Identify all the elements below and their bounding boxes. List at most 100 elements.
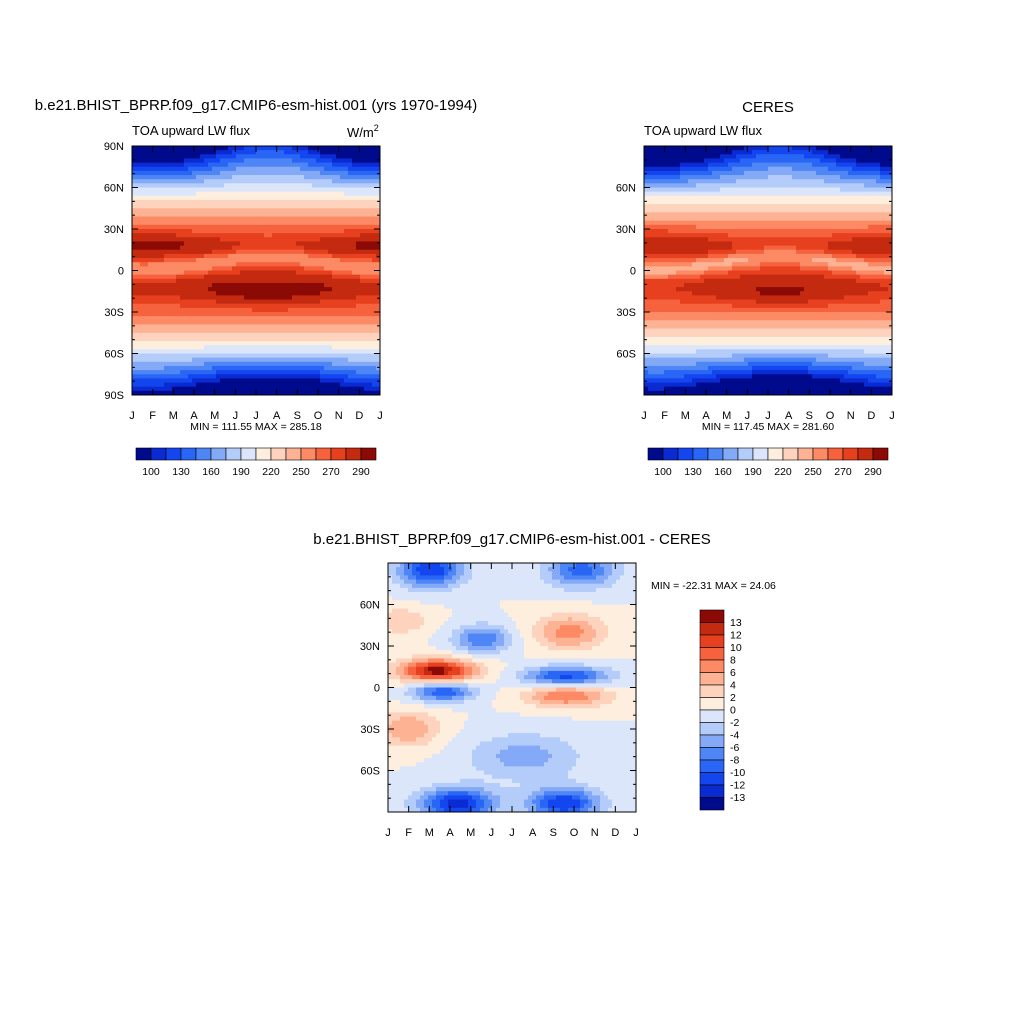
field-cell	[156, 336, 161, 342]
field-cell	[132, 291, 137, 296]
field-cell	[168, 253, 173, 259]
field-cell	[164, 229, 169, 234]
field-cell	[160, 349, 165, 355]
field-cell	[164, 154, 169, 160]
field-cell	[656, 183, 661, 189]
field-cell	[308, 204, 313, 209]
field-cell	[284, 345, 289, 350]
field-cell	[868, 179, 873, 184]
field-cell	[312, 258, 317, 263]
field-cell	[332, 357, 337, 363]
field-cell	[252, 274, 257, 280]
field-cell	[220, 386, 225, 392]
field-cell	[356, 195, 361, 201]
field-cell	[252, 237, 257, 243]
field-cell	[172, 191, 177, 197]
field-cell	[780, 154, 785, 160]
field-cell	[140, 270, 145, 276]
field-cell	[180, 324, 185, 330]
field-cell	[316, 274, 321, 280]
field-cell	[172, 353, 177, 359]
field-cell	[324, 316, 329, 321]
field-cell	[256, 266, 261, 272]
x-tick-label: A	[273, 410, 281, 422]
field-cell	[188, 208, 193, 213]
field-cell	[772, 204, 777, 209]
field-cell	[272, 183, 277, 189]
field-cell	[864, 204, 869, 209]
field-cell	[888, 208, 892, 213]
field-cell	[188, 278, 193, 284]
field-cell	[824, 216, 829, 222]
field-cell	[160, 204, 165, 209]
field-cell	[676, 199, 681, 205]
field-cell	[192, 262, 197, 267]
field-cell	[260, 220, 265, 226]
field-cell	[180, 374, 185, 379]
field-cell	[344, 370, 349, 375]
field-cell	[320, 370, 325, 375]
field-cell	[352, 245, 357, 251]
field-cell	[348, 179, 353, 184]
field-cell	[800, 208, 805, 213]
field-cell	[304, 237, 309, 243]
field-cell	[172, 278, 177, 284]
field-cell	[856, 191, 861, 197]
field-cell	[204, 303, 209, 309]
field-cell	[336, 378, 341, 384]
field-cell	[748, 204, 753, 209]
field-cell	[348, 365, 353, 371]
field-cell	[728, 191, 733, 197]
field-cell	[308, 262, 313, 267]
field-cell	[236, 154, 241, 160]
field-cell	[228, 195, 233, 201]
field-cell	[216, 175, 221, 180]
field-cell	[248, 208, 253, 213]
field-cell	[284, 162, 289, 168]
field-cell	[164, 224, 169, 230]
field-cell	[220, 328, 225, 334]
field-cell	[348, 154, 353, 160]
field-cell	[312, 332, 317, 338]
field-cell	[312, 278, 317, 284]
field-cell	[180, 237, 185, 243]
field-cell	[376, 316, 380, 321]
field-cell	[368, 191, 373, 197]
field-cell	[136, 253, 141, 259]
field-cell	[172, 320, 177, 326]
field-cell	[816, 208, 821, 213]
field-cell	[348, 270, 353, 276]
field-cell	[320, 175, 325, 180]
field-cell	[852, 204, 857, 209]
field-cell	[208, 166, 213, 172]
field-cell	[188, 316, 193, 321]
field-cell	[652, 208, 657, 213]
field-cell	[752, 170, 757, 176]
field-cell	[144, 278, 149, 284]
field-cell	[204, 370, 209, 375]
field-cell	[356, 233, 361, 238]
field-cell	[216, 245, 221, 251]
field-cell	[820, 154, 825, 160]
field-cell	[240, 312, 245, 317]
field-cell	[312, 262, 317, 267]
field-cell	[344, 204, 349, 209]
field-cell	[292, 229, 297, 234]
field-cell	[720, 179, 725, 184]
field-cell	[332, 336, 337, 342]
field-cell	[308, 175, 313, 180]
field-cell	[308, 345, 313, 350]
field-cell	[144, 345, 149, 350]
field-cell	[180, 208, 185, 213]
field-cell	[336, 204, 341, 209]
field-cell	[292, 175, 297, 180]
field-cell	[672, 220, 677, 226]
field-cell	[368, 349, 373, 355]
field-cell	[264, 341, 269, 346]
field-cell	[368, 229, 373, 234]
field-cell	[796, 150, 801, 155]
field-cell	[696, 158, 701, 164]
field-cell	[364, 146, 369, 151]
field-cell	[160, 370, 165, 375]
field-cell	[236, 328, 241, 334]
